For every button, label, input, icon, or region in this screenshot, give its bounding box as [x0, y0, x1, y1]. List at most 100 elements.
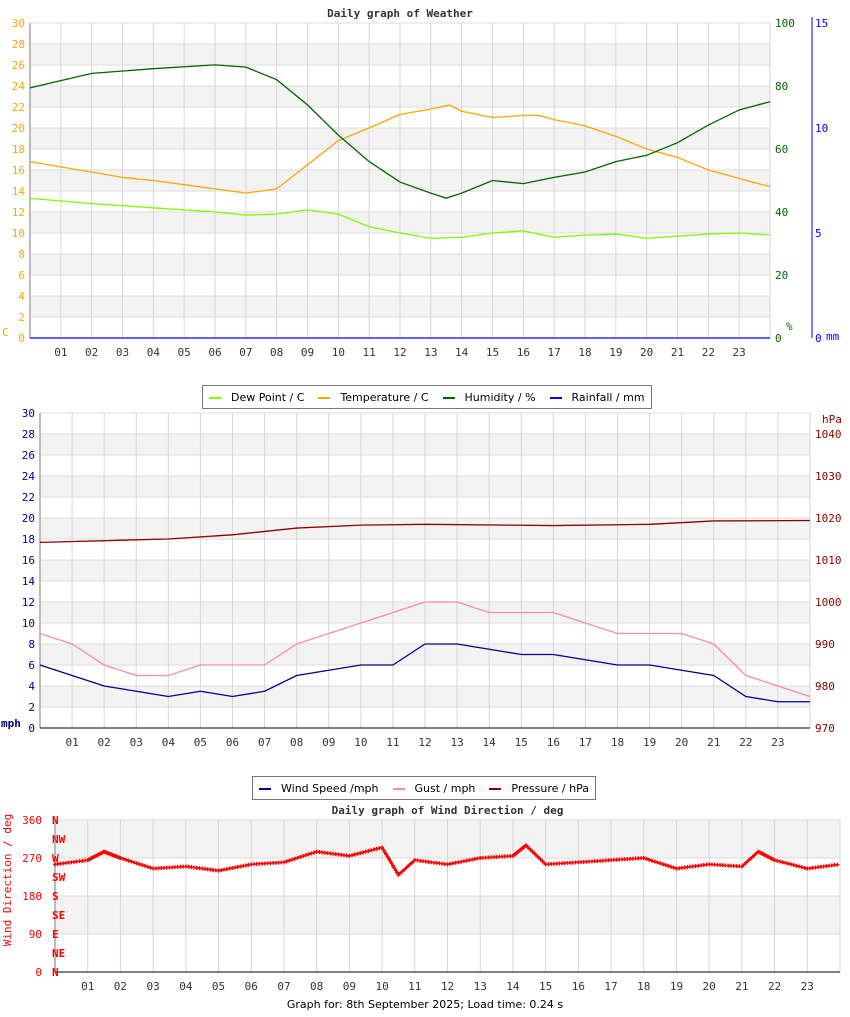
weather-chart: 01 02 03 04 05 06 07 08 09 10 11 12 13 14 15 16 17 18 19 20…	[2, 7, 840, 359]
y-right-tick-label: 970	[815, 722, 835, 735]
legend-item: Temperature / C	[318, 390, 429, 404]
y-left-tick-label: 20	[22, 512, 35, 525]
x-tick-label: 19	[670, 980, 683, 993]
compass-label: E	[52, 928, 59, 941]
y-right2-tick-label: 15	[815, 17, 828, 30]
x-tick-label: 08	[270, 346, 283, 359]
x-tick-label: 11	[363, 346, 376, 359]
y-left-tick-label: 8	[28, 638, 35, 651]
y-left-tick-label: 0	[28, 722, 35, 735]
x-tick-label: 04	[147, 346, 161, 359]
y-left-tick-label: 16	[22, 554, 35, 567]
x-tick-label: 09	[322, 736, 335, 749]
x-tick-label: 01	[65, 736, 78, 749]
y-left-tick-label: 28	[22, 428, 35, 441]
x-tick-label: 23	[771, 736, 784, 749]
y-left-axis-label: mph	[1, 717, 21, 730]
x-tick-label: 17	[604, 980, 617, 993]
y-left-tick-label: 6	[18, 269, 25, 282]
y-left-tick-label: 26	[22, 449, 35, 462]
y-left-tick-label: 0	[18, 332, 25, 345]
y-left-tick-label: 14	[22, 575, 36, 588]
x-tick-label: 01	[54, 346, 67, 359]
x-tick-label: 02	[114, 980, 127, 993]
x-tick-label: 13	[450, 736, 463, 749]
y-left-tick-label: 4	[28, 680, 35, 693]
x-tick-label: 23	[733, 346, 746, 359]
y-right2-tick-label: 10	[815, 122, 828, 135]
x-tick-label: 06	[208, 346, 221, 359]
legend-label: Dew Point / C	[231, 390, 305, 404]
series-line-temperature	[29, 104, 771, 194]
compass-label: S	[52, 890, 59, 903]
x-tick-label: 14	[455, 346, 469, 359]
x-tick-label: 20	[640, 346, 653, 359]
legend-item: Rainfall / mm	[549, 390, 645, 404]
y-left-axis-label: C	[2, 326, 9, 339]
footer-text: Graph for: 8th September 2025; Load time…	[286, 998, 564, 1011]
x-tick-label: 22	[739, 736, 752, 749]
y-left-tick-label: 22	[22, 491, 35, 504]
y-right-tick-label: 1030	[815, 470, 842, 483]
legend-swatch	[259, 787, 271, 790]
legend-label: Wind Speed /mph	[281, 781, 379, 795]
legend-label: Temperature / C	[340, 390, 429, 404]
y-left-tick-label: 18	[22, 533, 35, 546]
y-left-tick-label: 30	[12, 17, 25, 30]
x-tick-label: 07	[258, 736, 271, 749]
y-right-tick-label: 40	[775, 206, 788, 219]
series-line-gust	[39, 601, 811, 698]
y-left-tick-label: 10	[12, 227, 25, 240]
wind-pressure-chart: 01 02 03 04 05 06 07 08 09 10 11 12 13 14 15 16 17 18 19 20…	[1, 407, 842, 749]
y-left-tick-label: 12	[12, 206, 25, 219]
y-right-axis-label: hPa	[822, 413, 842, 426]
y-right-tick-label: 1040	[815, 428, 842, 441]
legend-item: Humidity / %	[442, 391, 536, 404]
legend-label: Gust / mph	[414, 781, 476, 795]
compass-label: N	[52, 966, 59, 979]
x-tick-label: 18	[637, 980, 650, 993]
x-tick-label: 13	[474, 980, 487, 993]
x-tick-label: 11	[386, 736, 399, 749]
y-left-tick-label: 2	[18, 311, 25, 324]
y-right-tick-label: 100	[775, 17, 795, 30]
compass-label: NW	[52, 833, 66, 846]
x-tick-label: 10	[375, 980, 388, 993]
x-tick-label: 12	[441, 980, 454, 993]
y-left-tick-label: 24	[22, 470, 36, 483]
x-tick-label: 12	[418, 736, 431, 749]
legend-swatch	[442, 396, 455, 399]
x-tick-label: 18	[611, 736, 624, 749]
x-tick-label: 04	[162, 736, 176, 749]
y-right-tick-label: 1010	[815, 554, 842, 567]
y-right-tick-label: 1000	[815, 596, 842, 609]
x-tick-label: 14	[506, 980, 520, 993]
y-left-tick-label: 6	[28, 659, 35, 672]
x-tick-label: 16	[547, 736, 560, 749]
compass-label: W	[52, 852, 59, 865]
x-tick-label: 07	[277, 980, 290, 993]
legend-item: Gust / mph	[392, 781, 476, 795]
legend-label: Rainfall / mm	[571, 390, 645, 404]
x-tick-label: 02	[98, 736, 111, 749]
x-tick-label: 10	[332, 346, 345, 359]
y-left-tick-label: 12	[22, 596, 35, 609]
y-left-tick-label: 4	[18, 290, 25, 303]
x-tick-label: 21	[735, 980, 748, 993]
x-tick-label: 14	[483, 736, 497, 749]
x-tick-label: 02	[85, 346, 98, 359]
series-line-wind	[39, 643, 810, 703]
y-right-tick-label: 1020	[815, 512, 842, 525]
x-tick-label: 22	[702, 346, 715, 359]
series-line-humidity	[29, 64, 771, 199]
y-right-axis-label: %	[786, 320, 793, 333]
x-tick-label: 21	[707, 736, 720, 749]
x-tick-label: 07	[239, 346, 252, 359]
chart-title: Daily graph of Weather	[327, 7, 473, 20]
compass-label: SE	[52, 909, 65, 922]
legend-swatch	[549, 396, 562, 399]
y-left-tick-label: 270	[22, 852, 42, 865]
legend-item: Wind Speed /mph	[259, 782, 379, 795]
compass-label: NE	[52, 947, 65, 960]
